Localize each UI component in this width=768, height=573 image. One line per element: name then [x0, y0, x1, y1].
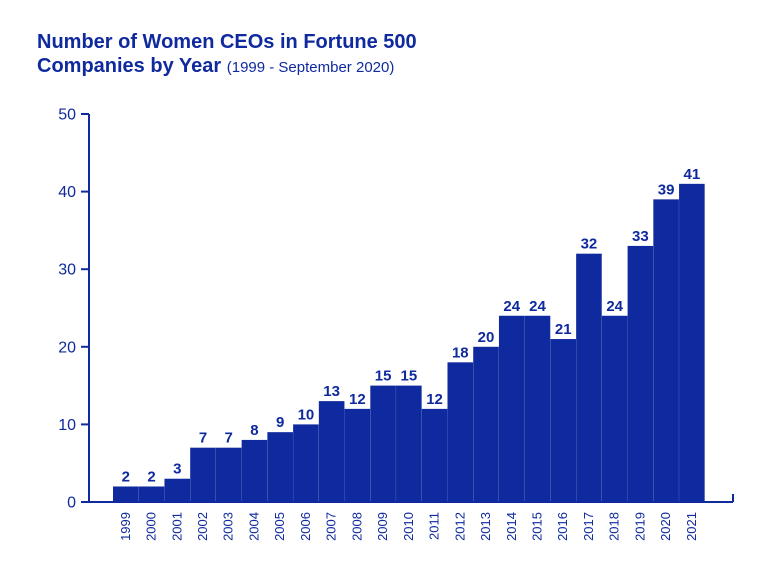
data-label: 15: [375, 368, 392, 385]
bar: [679, 183, 705, 502]
x-tick-label: 2000: [144, 512, 159, 541]
data-label: 24: [503, 298, 520, 315]
bar: [241, 439, 268, 502]
x-tick-label: 2006: [298, 512, 313, 541]
data-label: 9: [276, 414, 284, 431]
bar: [550, 339, 577, 502]
bar: [370, 385, 396, 502]
x-tick-label: 2012: [452, 512, 467, 541]
data-label: 13: [323, 383, 340, 400]
x-tick-label: 2009: [375, 512, 390, 541]
bar: [653, 199, 679, 503]
data-label: 12: [426, 391, 443, 408]
bar: [293, 424, 319, 502]
x-tick-label: 2005: [272, 512, 287, 541]
bar: [498, 315, 525, 502]
x-tick-label: 2011: [427, 512, 442, 540]
data-label: 39: [658, 181, 675, 198]
x-tick-label: 2013: [478, 512, 493, 541]
data-label: 2: [147, 468, 155, 485]
data-label: 15: [400, 368, 417, 385]
x-tick-label: 2004: [246, 512, 261, 541]
bar: [267, 432, 293, 502]
x-tick-label: 2008: [349, 512, 364, 541]
data-label: 8: [250, 422, 258, 439]
data-label: 7: [225, 430, 233, 447]
x-tick-label: 2001: [169, 512, 184, 541]
data-label: 21: [555, 321, 572, 338]
bar: [215, 447, 242, 502]
data-label: 3: [173, 461, 181, 478]
data-label: 2: [122, 468, 130, 485]
y-tick-label: 0: [67, 495, 76, 512]
x-tick-label: 2017: [581, 512, 596, 541]
bar: [113, 486, 139, 502]
data-label: 7: [199, 430, 207, 447]
y-tick-label: 10: [58, 417, 76, 434]
x-tick-label: 2015: [529, 512, 544, 541]
x-tick-label: 2010: [401, 512, 416, 541]
y-tick-label: 30: [58, 262, 76, 279]
data-label: 33: [632, 228, 649, 245]
x-tick-label: 2002: [195, 512, 210, 541]
bar: [447, 362, 474, 502]
x-tick-label: 2019: [632, 512, 647, 541]
bar: [318, 401, 345, 502]
bar: [576, 253, 602, 502]
bar: [627, 245, 654, 503]
chart-subtitle: (1999 - September 2020): [226, 59, 395, 76]
bar: [190, 447, 216, 502]
x-tick-label: 2021: [684, 512, 699, 541]
data-label: 18: [452, 344, 469, 361]
data-label: 41: [684, 166, 701, 183]
data-label: 24: [606, 298, 623, 315]
bar: [396, 385, 422, 502]
data-label: 20: [478, 329, 495, 346]
x-tick-label: 2018: [607, 512, 622, 541]
chart-title-line2: Companies by Year (1999 - September 2020…: [37, 54, 417, 80]
bar: [601, 315, 628, 502]
x-tick-label: 2016: [555, 512, 570, 541]
y-tick-label: 40: [58, 184, 76, 201]
x-tick-label: 2003: [221, 512, 236, 541]
bar: [138, 486, 165, 502]
y-tick-label: 50: [58, 107, 76, 124]
bar: [164, 478, 191, 502]
x-tick-label: 2014: [504, 512, 519, 541]
chart-title-continued: Companies by Year: [37, 55, 222, 77]
data-label: 24: [529, 298, 546, 315]
x-tick-label: 2020: [658, 512, 673, 541]
x-tick-label: 2007: [324, 512, 339, 541]
chart-title-block: Number of Women CEOs in Fortune 500 Comp…: [37, 30, 417, 80]
chart-title: Number of Women CEOs in Fortune 500: [37, 31, 417, 53]
bar: [344, 408, 371, 502]
bar: [421, 408, 448, 502]
bar: [473, 346, 499, 502]
y-tick-label: 20: [58, 339, 76, 356]
data-label: 32: [581, 236, 598, 253]
x-tick-label: 1999: [118, 512, 133, 541]
data-label: 12: [349, 391, 366, 408]
bar: [524, 315, 551, 502]
data-label: 10: [298, 406, 315, 423]
